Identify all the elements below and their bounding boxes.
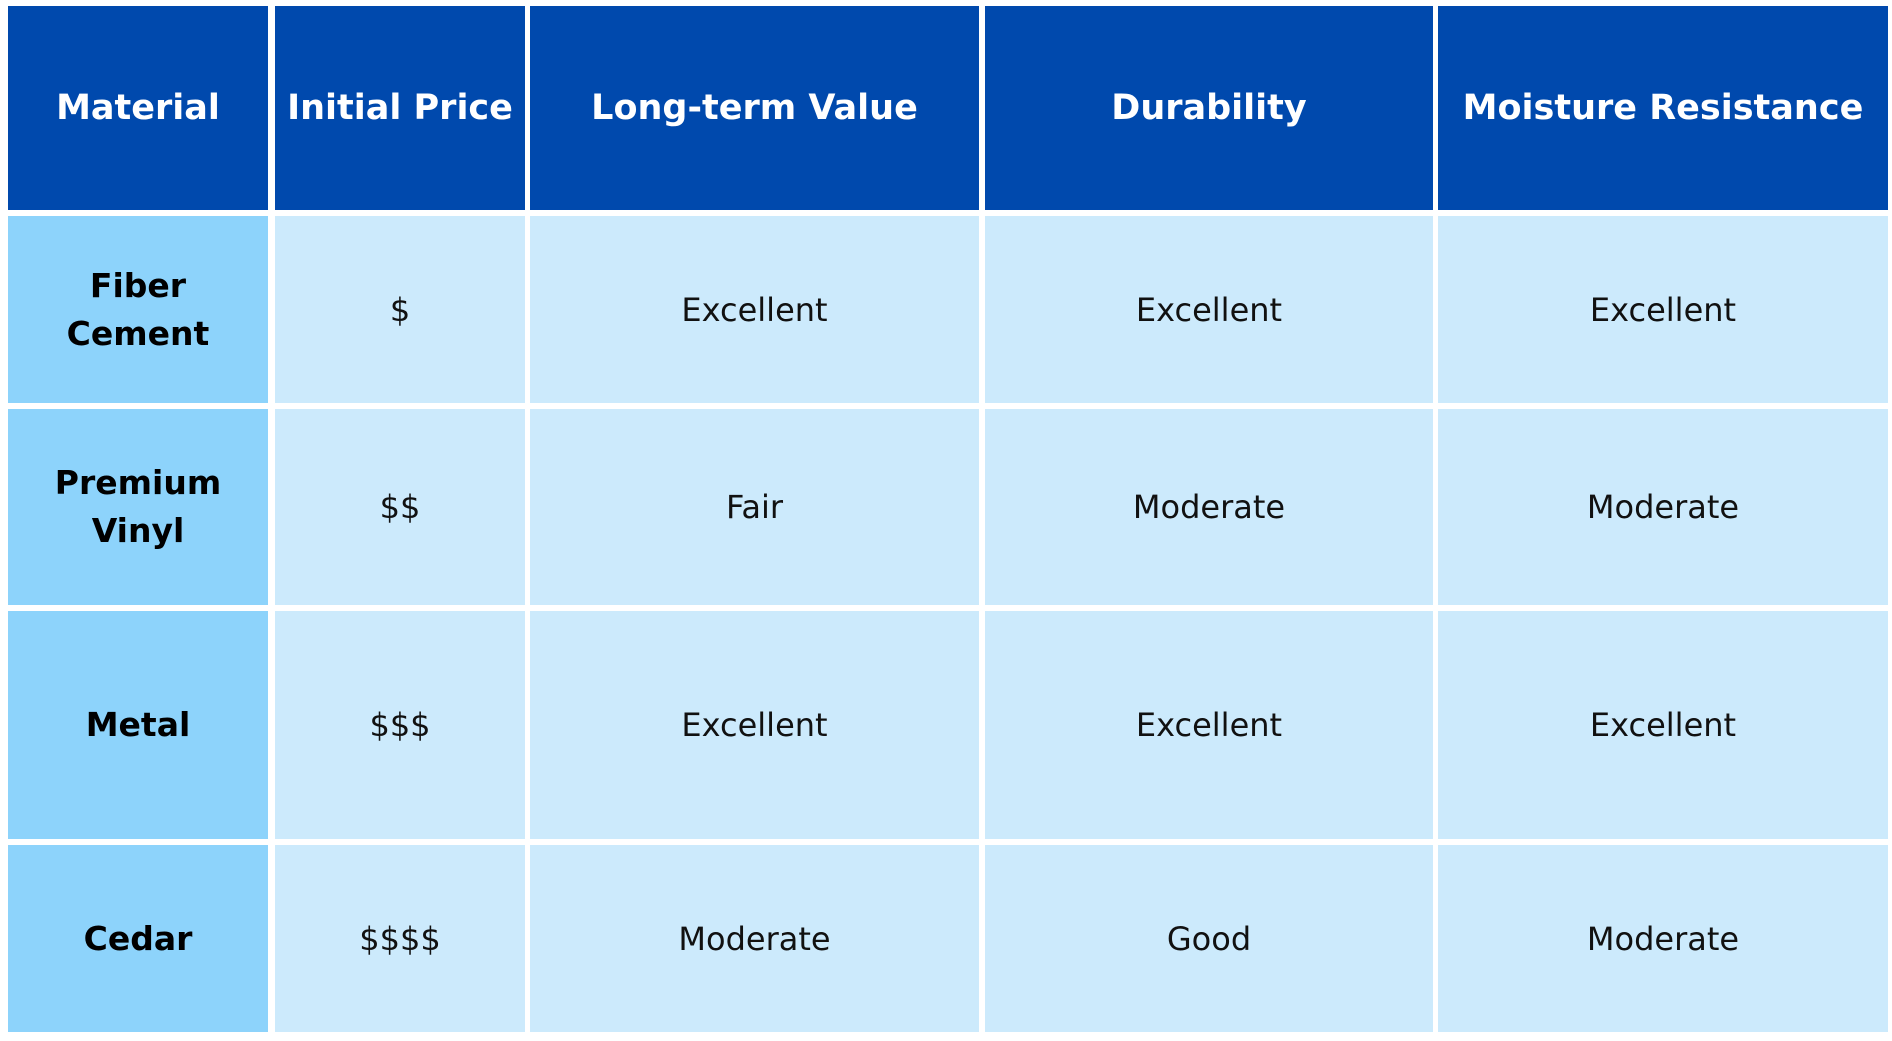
column-header-cell: Durability	[985, 6, 1433, 210]
table-value-cell: Excellent	[1438, 611, 1888, 839]
table-value-cell: $$	[275, 409, 525, 605]
table-value-cell: Fair	[530, 409, 979, 605]
column-header-cell: Moisture Resistance	[1438, 6, 1888, 210]
column-header: Material	[56, 88, 220, 128]
row-header-cell: Cedar	[8, 845, 268, 1032]
table-value: Excellent	[1589, 706, 1737, 744]
table-value-cell: Excellent	[985, 216, 1433, 403]
column-header: Initial Price	[287, 88, 513, 128]
table-value-cell: Excellent	[530, 611, 979, 839]
table-value: $$$$	[359, 919, 441, 958]
table-value: Moderate	[1586, 919, 1740, 958]
row-header: Premium Vinyl	[54, 463, 222, 550]
table-value-cell: $$$	[275, 611, 525, 839]
row-header-cell: Premium Vinyl	[8, 409, 268, 605]
column-header: Long-term Value	[591, 88, 918, 128]
table-value: Excellent	[681, 290, 828, 329]
row-header: Metal	[85, 705, 191, 745]
column-header-cell: Long-term Value	[530, 6, 979, 210]
table-value-cell: Excellent	[1438, 216, 1888, 403]
row-header-cell: Fiber Cement	[8, 216, 268, 403]
column-header: Moisture Resistance	[1462, 88, 1864, 128]
table-value: $$$	[369, 706, 431, 744]
table-value: Moderate	[1132, 488, 1286, 526]
table-value: Moderate	[678, 919, 831, 958]
table-value: Excellent	[1135, 290, 1283, 329]
table-value: $	[389, 290, 411, 329]
table-value-cell: Excellent	[985, 611, 1433, 839]
table-value-cell: Excellent	[530, 216, 979, 403]
table-value-cell: Moderate	[985, 409, 1433, 605]
table-value-cell: Good	[985, 845, 1433, 1032]
table-value-cell: Moderate	[530, 845, 979, 1032]
table-value-cell: Moderate	[1438, 409, 1888, 605]
column-header-cell: Material	[8, 6, 268, 210]
column-header: Durability	[1111, 88, 1307, 128]
table-value: Excellent	[1589, 290, 1737, 329]
table-value: Fair	[725, 488, 784, 526]
column-header-cell: Initial Price	[275, 6, 525, 210]
table-value: Moderate	[1586, 488, 1740, 526]
table-value: Good	[1166, 919, 1252, 958]
table-value-cell: $$$$	[275, 845, 525, 1032]
table-value-cell: $	[275, 216, 525, 403]
row-header: Fiber Cement	[66, 265, 210, 353]
table-value: $$	[379, 488, 421, 526]
table-value-cell: Moderate	[1438, 845, 1888, 1032]
table-value: Excellent	[681, 706, 828, 744]
row-header: Cedar	[83, 918, 193, 958]
row-header-cell: Metal	[8, 611, 268, 839]
table-value: Excellent	[1135, 706, 1283, 744]
